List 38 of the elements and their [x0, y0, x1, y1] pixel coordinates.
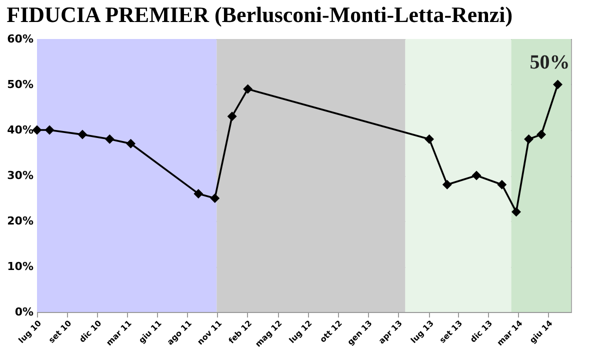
y-tick-label: 50%	[7, 78, 34, 91]
point	[194, 188, 204, 198]
x-tick-label: dic 10	[78, 318, 104, 344]
y-tick-label: 60%	[7, 32, 34, 46]
y-tick-label: 40%	[7, 124, 34, 136]
point	[78, 130, 88, 140]
point	[511, 207, 521, 217]
y-tick-label: 10%	[7, 260, 34, 273]
x-tick-label: ott 12	[318, 318, 344, 344]
point	[227, 112, 237, 122]
point	[126, 138, 136, 148]
y-tick-label: 0%	[14, 306, 34, 318]
point	[44, 125, 54, 135]
point	[524, 134, 534, 144]
x-tick-label: ago 11	[166, 318, 194, 347]
point	[442, 180, 452, 190]
x-tick-label: set 13	[438, 318, 464, 345]
x-tick-label: feb 12	[227, 318, 254, 346]
x-tick-label: lug 13	[409, 318, 436, 346]
x-tick-label: giu 11	[137, 318, 164, 346]
point	[536, 130, 546, 140]
x-tick-label: set 10	[47, 318, 74, 345]
point	[472, 170, 482, 180]
point	[104, 134, 114, 144]
x-tick-label: giu 14	[528, 318, 555, 346]
x-tick-label: lug 12	[288, 318, 314, 346]
point	[497, 180, 507, 190]
y-tick-label: 30%	[7, 169, 34, 182]
point	[553, 80, 562, 90]
point	[243, 84, 253, 94]
point	[210, 194, 220, 203]
x-tick-label: dic 13	[468, 318, 494, 344]
annotation: 50%	[530, 52, 570, 74]
chart-title: FIDUCIA PREMIER (Berlusconi-Monti-Letta-Renzi)	[6, 2, 513, 27]
x-tick-label: apr 13	[377, 318, 404, 346]
point	[424, 134, 434, 144]
x-tick-label: lug 10	[16, 318, 44, 346]
y-tick-label: 20%	[7, 214, 34, 228]
